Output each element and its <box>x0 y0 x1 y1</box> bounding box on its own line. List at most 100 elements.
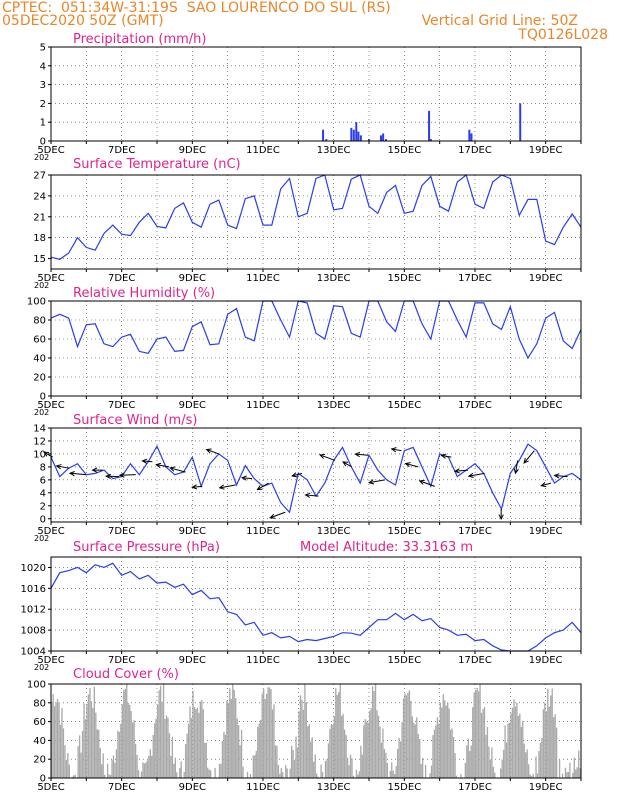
y-tick-label: 2 <box>40 99 46 110</box>
y-tick-label: 1020 <box>21 563 46 574</box>
cloud-bar <box>299 695 302 778</box>
cloud-bar <box>236 718 238 778</box>
x-tick-label: 15DEC <box>387 526 421 537</box>
precip-bar <box>429 139 432 141</box>
cloud-bar <box>500 768 502 778</box>
cloud-bar <box>271 709 274 778</box>
cloud-bar <box>307 726 309 778</box>
cloud-bar <box>576 767 578 778</box>
cloud-bar <box>192 690 194 778</box>
precip-bar <box>352 129 355 141</box>
x-tick-label: 9DEC <box>179 145 206 156</box>
cloud-bar <box>435 725 437 778</box>
cloud-bar <box>439 702 441 778</box>
cloud-bar <box>541 738 543 778</box>
cloud-bar <box>394 774 396 778</box>
cloud-bar <box>229 688 231 778</box>
panel-frame <box>50 46 582 142</box>
cloud-bar <box>522 720 524 778</box>
panel-frame <box>50 174 582 270</box>
x-tick-label: 13DEC <box>317 145 351 156</box>
x-tick-label: 5DEC <box>37 526 64 537</box>
wind-arrow-head <box>169 466 176 472</box>
wind-arrow-head <box>318 453 326 459</box>
cloud-bar <box>265 693 268 778</box>
x-tick-label: 19DEC <box>529 526 563 537</box>
x-tick-label: 11DEC <box>246 145 280 156</box>
cloud-bar <box>377 715 380 778</box>
wind-arrow <box>419 480 435 487</box>
cloud-bar <box>472 707 474 778</box>
cloud-bar <box>162 684 165 778</box>
cloud-bar <box>324 761 327 778</box>
cloud-bar <box>542 709 545 778</box>
cloud-bar <box>304 684 306 778</box>
cloud-bar <box>346 757 349 778</box>
wind-arrow-head <box>291 472 298 478</box>
cloud-bar <box>330 724 333 778</box>
x-tick-label: 17DEC <box>458 145 492 156</box>
cloud-bar <box>201 699 203 778</box>
cloud-bar <box>469 751 471 778</box>
wind-arrow-head <box>256 485 263 491</box>
cloud-bar <box>520 726 522 778</box>
cloud-bar <box>535 756 537 778</box>
cloud-bar <box>452 737 455 778</box>
cloud-bar <box>488 746 490 778</box>
cloud-bar <box>207 767 209 778</box>
wind-arrow-head <box>342 461 349 467</box>
cloud-bar <box>327 743 330 778</box>
x-tick-label: 15DEC <box>387 400 421 411</box>
y-tick-label: 60 <box>33 335 46 346</box>
wind-arrow-head <box>269 513 276 519</box>
cloud-bar <box>286 768 288 778</box>
cloud-bar <box>551 688 553 778</box>
panel-title: Precipitation (mm/h) <box>73 32 206 47</box>
x-tick-label: 17DEC <box>458 782 492 793</box>
cloud-bar <box>371 686 374 778</box>
cloud-bar <box>145 762 147 778</box>
x-tick-label: 11DEC <box>246 400 280 411</box>
cloud-bar <box>517 715 520 778</box>
x-tick-label: 19DEC <box>529 145 563 156</box>
cloud-bar <box>223 731 225 778</box>
wind-arrow-head <box>141 458 148 464</box>
cloud-bar <box>341 715 343 778</box>
x-tick-label: 7DEC <box>108 400 135 411</box>
cloud-bar <box>240 729 243 778</box>
cloud-bar <box>411 716 414 778</box>
cloud-bar <box>508 722 511 778</box>
cloud-bar <box>137 770 140 778</box>
panel-title: Surface Wind (m/s) <box>73 413 197 428</box>
x-tick-label: 13DEC <box>317 400 351 411</box>
x-tick-label: 15DEC <box>387 782 421 793</box>
cloud-bar <box>224 734 227 778</box>
x-tick-label: 7DEC <box>108 145 135 156</box>
wind-arrow <box>454 469 468 472</box>
cloud-bar <box>416 717 418 778</box>
precip-bar <box>350 127 353 141</box>
cloud-bar <box>95 712 97 778</box>
cloud-bar <box>86 704 88 778</box>
cloud-bar <box>301 699 303 778</box>
cloud-bar <box>93 686 96 778</box>
cloud-bar <box>536 773 539 778</box>
cloud-bar <box>417 733 419 778</box>
wind-arrow <box>405 463 419 468</box>
cloud-bar <box>210 770 212 778</box>
cloud-bar <box>414 724 416 778</box>
cloud-bar <box>78 735 81 778</box>
x-tick-label: 9DEC <box>179 655 206 666</box>
cloud-bar <box>252 755 255 778</box>
x-tick-label: 9DEC <box>179 526 206 537</box>
cloud-bar <box>65 759 68 778</box>
cloud-bar <box>140 771 143 778</box>
precip-bar <box>428 110 431 141</box>
cloud-bar <box>538 750 540 778</box>
cloud-bar <box>158 690 160 778</box>
cloud-bar <box>373 691 375 778</box>
x-axis-corner-label: 202 <box>34 153 49 162</box>
wind-arrow <box>192 485 203 488</box>
cloud-bar <box>293 760 296 778</box>
y-tick-label: 1016 <box>21 584 46 595</box>
